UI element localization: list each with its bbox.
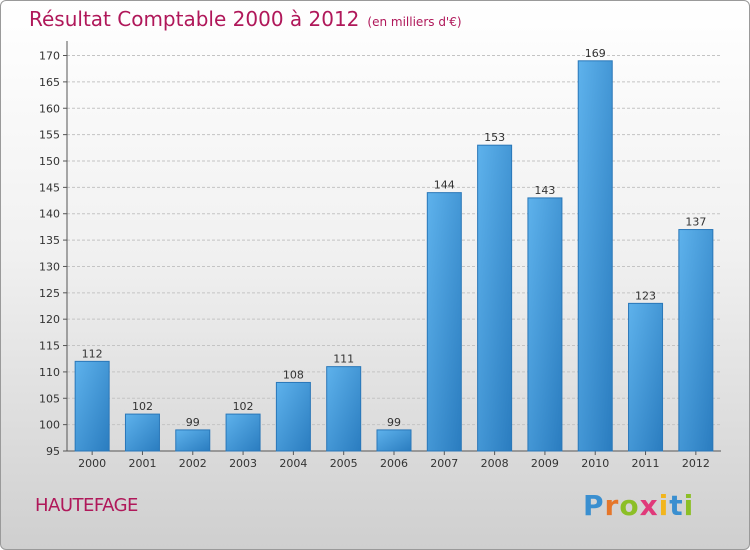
x-tick-label: 2005	[330, 457, 358, 470]
bar	[678, 229, 714, 452]
y-tick-label: 120	[39, 313, 60, 326]
y-tick-label: 160	[39, 102, 60, 115]
bar	[124, 413, 160, 452]
y-tick-label: 170	[39, 50, 60, 63]
bar-value-label: 143	[534, 184, 555, 197]
y-tick-label: 105	[39, 392, 60, 405]
y-tick-label: 165	[39, 76, 60, 89]
chart-subtitle: (en milliers d'€)	[367, 15, 462, 29]
x-tick-label: 2000	[78, 457, 106, 470]
logo-letter: r	[604, 489, 620, 522]
bar-value-label: 102	[233, 400, 254, 413]
bar	[527, 197, 563, 452]
chart-title: Résultat Comptable 2000 à 2012 (en millie…	[29, 7, 462, 31]
logo-letter: t	[669, 489, 684, 522]
y-tick-label: 130	[39, 260, 60, 273]
x-tick-label: 2006	[380, 457, 408, 470]
bar	[74, 360, 110, 452]
bar-value-label: 112	[82, 347, 103, 360]
x-tick-label: 2002	[179, 457, 207, 470]
axes	[63, 41, 721, 455]
logo-letter: i	[683, 489, 695, 522]
x-tick-label: 2012	[682, 457, 710, 470]
y-tick-label: 135	[39, 234, 60, 247]
bar-value-label: 153	[484, 131, 505, 144]
commune-name: HAUTEFAGE	[35, 495, 138, 516]
y-tick-label: 110	[39, 366, 60, 379]
bar-value-label: 99	[186, 416, 200, 429]
y-tick-label: 145	[39, 181, 60, 194]
bar-value-label: 169	[585, 47, 606, 60]
bar	[376, 429, 412, 452]
bars	[74, 60, 714, 452]
bar	[477, 144, 513, 452]
x-tick-label: 2001	[128, 457, 156, 470]
logo-letter: i	[658, 489, 670, 522]
bar	[426, 192, 462, 452]
y-tick-label: 95	[46, 445, 60, 458]
bar-value-label: 108	[283, 368, 304, 381]
x-tick-label: 2007	[430, 457, 458, 470]
y-tick-label: 150	[39, 155, 60, 168]
x-tick-label: 2008	[481, 457, 509, 470]
bar-value-label: 111	[333, 353, 354, 366]
bar	[225, 413, 261, 452]
bar	[326, 366, 362, 452]
logo-letter: P	[583, 489, 605, 522]
bar	[275, 381, 311, 452]
bar	[577, 60, 613, 452]
x-tick-label: 2010	[581, 457, 609, 470]
labels: 95 100 105 110 115 120 125 130 135 140 145 150 155 16…	[39, 47, 710, 470]
x-tick-label: 2011	[632, 457, 660, 470]
logo-letter: x	[639, 489, 659, 522]
bar	[175, 429, 211, 452]
chart-title-text: Résultat Comptable 2000 à 2012	[29, 7, 360, 31]
gridlines	[67, 55, 721, 426]
bar-value-label: 99	[387, 416, 401, 429]
bar	[628, 302, 664, 452]
y-tick-label: 140	[39, 208, 60, 221]
logo-letter: o	[619, 489, 640, 522]
x-tick-label: 2004	[279, 457, 307, 470]
x-tick-label: 2009	[531, 457, 559, 470]
bar-value-label: 144	[434, 179, 455, 192]
proxiti-logo: Proxiti	[583, 489, 694, 522]
bar-value-label: 123	[635, 289, 656, 302]
y-tick-label: 115	[39, 340, 60, 353]
y-tick-label: 100	[39, 419, 60, 432]
x-tick-label: 2003	[229, 457, 257, 470]
y-tick-label: 125	[39, 287, 60, 300]
y-tick-label: 155	[39, 129, 60, 142]
bar-value-label: 102	[132, 400, 153, 413]
bar-value-label: 137	[685, 216, 706, 229]
